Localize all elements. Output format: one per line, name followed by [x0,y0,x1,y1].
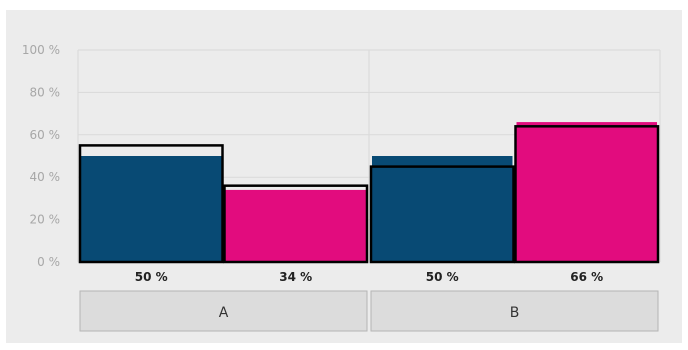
outline-bar [78,144,224,264]
category-box [79,290,368,332]
outline-bar [223,184,369,264]
y-tick-label: 100 % [22,43,60,57]
bars [78,122,660,264]
y-tick-label: 0 % [37,255,60,269]
bar [225,189,366,262]
data-label: 34 % [279,270,312,284]
bar [372,156,513,262]
category-box [370,290,659,332]
data-label: 66 % [570,270,603,284]
category-label: B [510,305,520,321]
bar [81,156,222,262]
y-tick-label: 60 % [30,128,61,142]
data-labels: 50 % 34 % 50 % 66 % [135,270,603,284]
data-label: 50 % [426,270,459,284]
y-tick-label: 80 % [30,85,61,99]
data-label: 50 % [135,270,168,284]
category-label: A [219,305,229,321]
bar [516,122,657,262]
y-axis-ticks: 0 % 20 % 40 % 60 % 80 % 100 % [22,43,60,269]
outline-bar [514,125,660,264]
outline-bar [369,165,515,264]
y-tick-label: 40 % [30,170,61,184]
y-tick-label: 20 % [30,213,61,227]
